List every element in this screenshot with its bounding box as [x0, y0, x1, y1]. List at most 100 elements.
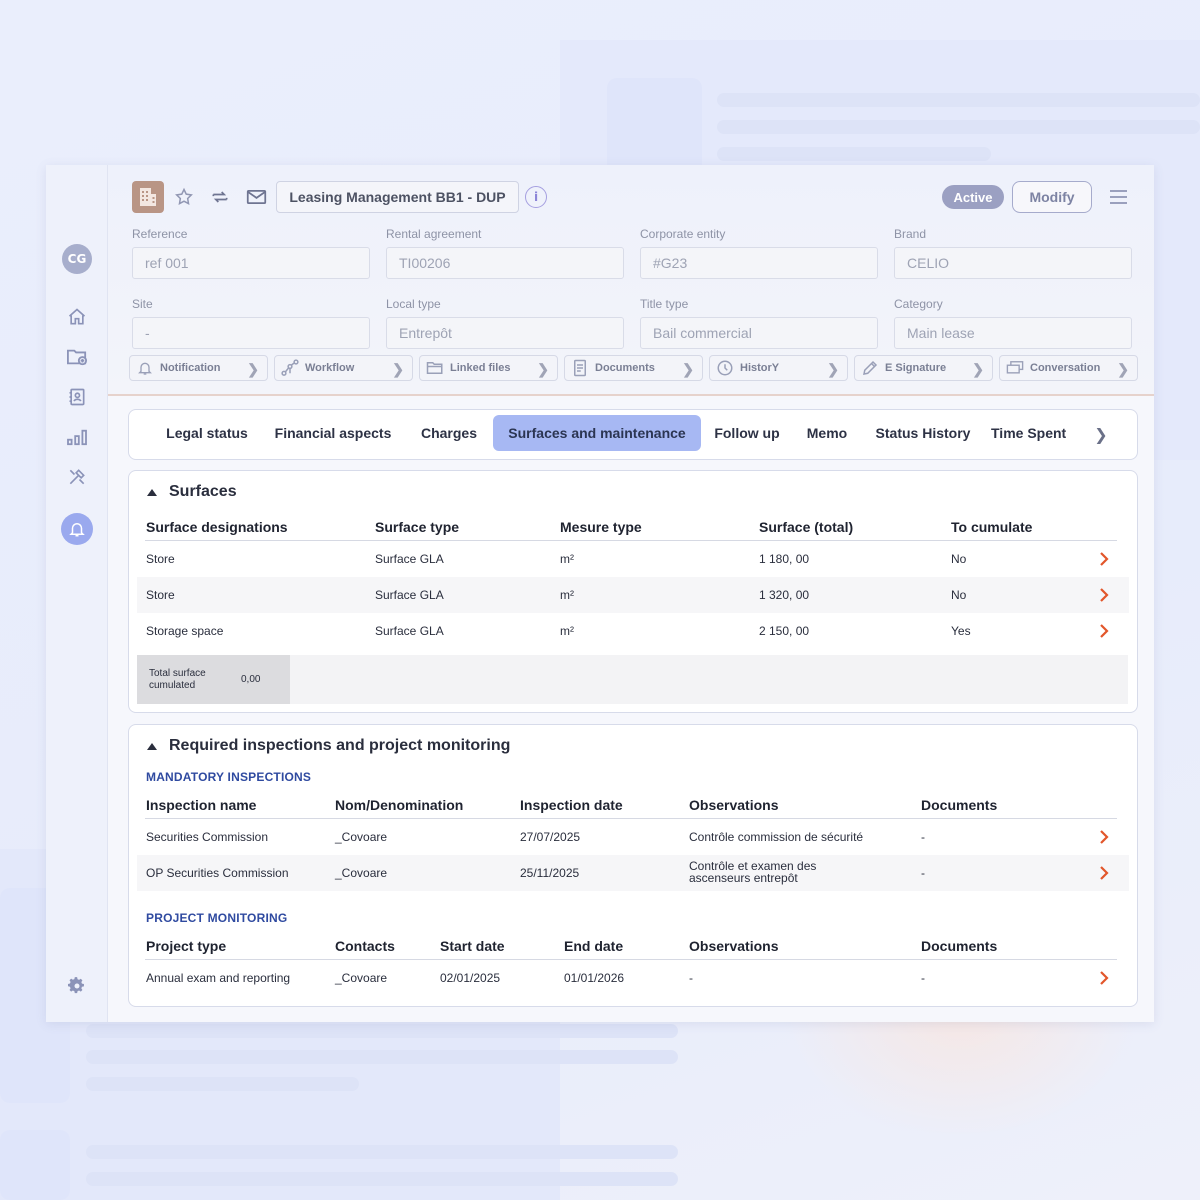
site-field[interactable]: -: [132, 317, 370, 349]
background-bar: [86, 1077, 359, 1091]
table-cell: Annual exam and reporting: [146, 971, 291, 985]
info-icon[interactable]: i: [525, 186, 547, 208]
inspections-section-toggle[interactable]: Required inspections and project monitor…: [147, 737, 510, 755]
row-open-arrow-icon[interactable]: [1097, 551, 1111, 567]
local-type-label: Local type: [386, 297, 441, 311]
chevron-right-icon: ❯: [827, 361, 839, 377]
sidebar: CG: [46, 165, 108, 1022]
home-icon[interactable]: [62, 302, 92, 332]
row-open-arrow-icon[interactable]: [1097, 829, 1111, 845]
table-cell: -: [921, 866, 925, 880]
row-open-arrow-icon[interactable]: [1097, 587, 1111, 603]
table-cell: Yes: [951, 624, 971, 638]
table-cell: -: [921, 971, 925, 985]
documents-button[interactable]: Documents ❯: [564, 355, 703, 381]
table-cell: Store: [146, 552, 175, 566]
app-window: CG: [46, 165, 1154, 1022]
surfaces-title: Surfaces: [169, 483, 237, 500]
table-cell: Store: [146, 588, 175, 602]
notification-button[interactable]: Notification ❯: [129, 355, 268, 381]
surfaces-card: Surfaces Surface designations Surface ty…: [128, 470, 1138, 713]
refresh-icon[interactable]: [208, 185, 232, 209]
table-cell: Contrôle commission de sécurité: [689, 830, 864, 844]
header-divider: [145, 540, 1117, 541]
folder-icon: [426, 359, 444, 377]
project-monitoring-title: PROJECT MONITORING: [146, 911, 288, 925]
tab-legal-status[interactable]: Legal status: [166, 425, 248, 441]
rental-agreement-field[interactable]: TI00206: [386, 247, 624, 279]
table-cell: Storage space: [146, 624, 224, 638]
brand-field[interactable]: CELIO: [894, 247, 1132, 279]
table-cell: No: [951, 588, 967, 602]
table-cell: Surface GLA: [375, 588, 444, 602]
table-cell: No: [951, 552, 967, 566]
mail-icon[interactable]: [244, 185, 268, 209]
folder-add-icon[interactable]: [62, 342, 92, 372]
row-open-arrow-icon[interactable]: [1097, 970, 1111, 986]
table-cell: _Covoare: [335, 866, 388, 880]
tab-bar: Legal status Financial aspects Charges S…: [128, 409, 1138, 460]
star-icon[interactable]: [172, 185, 196, 209]
tab-time-spent[interactable]: Time Spent: [991, 425, 1067, 441]
status-badge: Active: [942, 185, 1004, 209]
contacts-icon[interactable]: [62, 382, 92, 412]
table-cell: m²: [560, 552, 574, 566]
chevron-right-icon: ❯: [682, 361, 694, 377]
column-header: Mesure type: [560, 519, 642, 535]
row-open-arrow-icon[interactable]: [1097, 865, 1111, 881]
collapse-caret-icon: [147, 488, 157, 496]
column-header: Start date: [440, 938, 505, 954]
avatar[interactable]: CG: [62, 244, 92, 274]
column-header: Inspection name: [146, 797, 257, 813]
mandatory-inspections-title: MANDATORY INSPECTIONS: [146, 770, 312, 784]
surfaces-section-toggle[interactable]: Surfaces: [147, 483, 237, 501]
e-signature-label: E Signature: [885, 362, 947, 374]
e-signature-button[interactable]: E Signature ❯: [854, 355, 993, 381]
total-strip: [290, 655, 1128, 704]
table-cell: Contrôle et examen des: [689, 859, 817, 873]
conversation-button[interactable]: Conversation ❯: [999, 355, 1138, 381]
hamburger-menu-icon[interactable]: [1106, 185, 1130, 209]
table-row: [137, 855, 1129, 891]
reference-field[interactable]: ref 001: [132, 247, 370, 279]
workflow-button[interactable]: Workflow ❯: [274, 355, 413, 381]
total-surface-label: cumulated: [149, 680, 196, 691]
history-button[interactable]: HistorY ❯: [709, 355, 848, 381]
chevron-right-icon: ❯: [1117, 361, 1129, 377]
table-cell: 1 320, 00: [759, 588, 810, 602]
column-header: Observations: [689, 797, 779, 813]
notification-bell-icon[interactable]: [61, 513, 93, 545]
total-surface-label: Total surface: [149, 668, 206, 679]
tab-charges[interactable]: Charges: [420, 425, 478, 441]
rental-agreement-label: Rental agreement: [386, 227, 482, 241]
table-cell: Securities Commission: [146, 830, 269, 844]
brand-label: Brand: [894, 227, 927, 241]
column-header: Inspection date: [520, 797, 623, 813]
chart-icon[interactable]: [62, 422, 92, 452]
row-open-arrow-icon[interactable]: [1097, 623, 1111, 639]
table-cell: 02/01/2025: [440, 971, 501, 985]
linked-files-button[interactable]: Linked files ❯: [419, 355, 558, 381]
tools-icon[interactable]: [62, 462, 92, 492]
corporate-entity-field[interactable]: #G23: [640, 247, 878, 279]
tab-memo[interactable]: Memo: [806, 425, 848, 441]
table-cell: _Covoare: [335, 971, 388, 985]
total-surface-box: Total surface cumulated 0,00: [137, 655, 290, 704]
tab-status-history[interactable]: Status History: [875, 425, 971, 441]
tab-financial-aspects[interactable]: Financial aspects: [274, 425, 392, 441]
workflow-label: Workflow: [305, 362, 355, 374]
clock-icon: [716, 359, 734, 377]
modify-button[interactable]: Modify: [1012, 181, 1092, 213]
title-type-field[interactable]: Bail commercial: [640, 317, 878, 349]
tab-surfaces-and-maintenance[interactable]: Surfaces and maintenance: [493, 415, 701, 451]
tab-follow-up[interactable]: Follow up: [714, 425, 780, 441]
chevron-right-icon[interactable]: ❯: [1094, 424, 1108, 444]
gear-icon[interactable]: [62, 971, 92, 1001]
table-cell: OP Securities Commission: [146, 866, 289, 880]
pen-icon: [861, 359, 879, 377]
local-type-field[interactable]: Entrepôt: [386, 317, 624, 349]
workflow-icon: [281, 359, 299, 377]
chevron-right-icon: ❯: [537, 361, 549, 377]
category-field[interactable]: Main lease: [894, 317, 1132, 349]
column-header: Project type: [146, 938, 227, 954]
